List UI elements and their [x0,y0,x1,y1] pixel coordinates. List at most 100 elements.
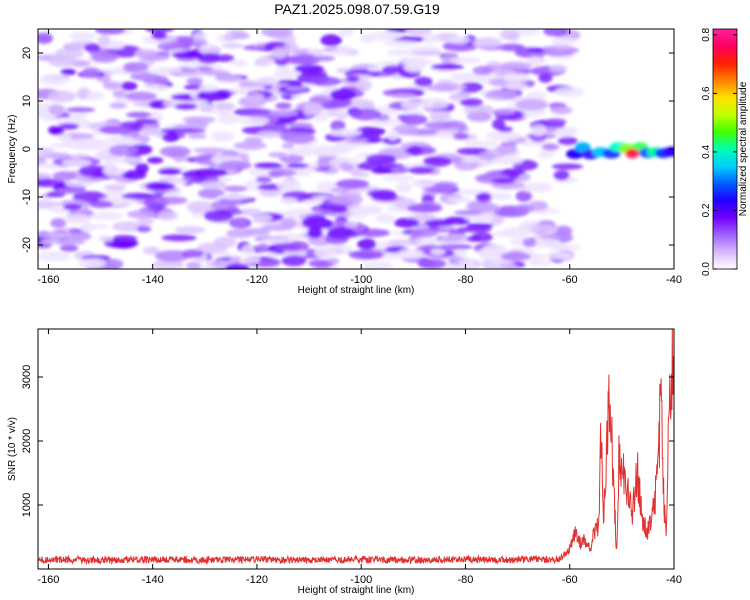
spectrogram-cell [544,252,573,260]
spectrogram-cell [491,192,512,201]
spectrogram-cell [314,116,328,123]
spectrogram-cell [466,235,482,242]
spectrogram-cell [123,62,149,72]
spectrogram-cell [192,31,208,42]
spectrogram-cell [125,111,152,118]
spectrogram-cell [103,42,125,50]
spectrogram-cell [546,243,582,251]
spectrogram-x-tick-label: -60 [562,274,578,286]
spectrogram-y-label: Frequency (Hz) [7,115,18,184]
colorbar-ticks: 0.0 0.2 0.4 0.6 0.8 [701,27,737,276]
spectrogram-cell [197,53,221,64]
spectrogram-cell [151,260,185,269]
spectrogram-x-label: Height of straight line (km) [298,285,415,296]
spectrogram-cell [557,136,578,145]
spectrogram-cell [124,91,158,101]
spectrogram-cell [326,228,354,240]
spectrogram-cell [107,156,144,164]
spectrogram-cell [253,214,273,222]
spectrogram-cell [471,37,502,48]
spectrogram-cell [142,78,170,84]
spectrogram-cell [435,131,454,137]
colorbar-label: Normalized spectral amplitude [738,81,749,216]
spectrogram-cell [499,61,532,71]
spectrogram-cell [472,140,500,147]
spectrogram-cell [446,197,472,203]
spectrogram-cell [130,72,161,81]
spectrogram-cell [419,97,449,110]
spectrogram-cell [88,211,124,220]
spectrogram-cell [81,67,101,78]
spectrogram-cell [405,29,432,36]
spectrogram-cell [477,106,493,113]
snr-panel: -160 -140 -120 -100 -80 -60 -40 1000 2000 3000 H… [7,328,682,596]
colorbar-tick-label: 0.4 [701,145,712,159]
spectrogram-cell [553,170,570,181]
spectrogram-cell [459,98,483,107]
spectrogram-cell [187,133,207,139]
spectrogram-cell [240,208,262,217]
spectrogram-cell [360,33,376,44]
spectrogram-y-tick-label: 10 [21,95,33,107]
spectrogram-cell [64,181,94,188]
spectrogram-cell [365,154,397,165]
spectrogram-cell [336,45,352,56]
spectrogram-cell [529,224,558,236]
spectrogram-cell [307,48,321,55]
colorbar-tick-label: 0.8 [701,27,712,41]
spectrogram-cell [214,102,236,110]
spectrogram-cell [268,152,288,158]
spectrogram-cell [284,208,313,219]
spectrogram-cell [174,226,206,234]
spectrogram-cell [515,190,532,202]
spectrogram-cell [39,74,71,86]
snr-frame [37,328,675,570]
spectrogram-cell [371,30,401,42]
spectrogram-cell [186,77,204,85]
spectrogram-cell [174,123,190,130]
spectrogram-cell [275,102,292,110]
spectrogram-cell [411,50,443,57]
spectrogram-cell [466,111,492,122]
spectrogram-cell [522,237,537,248]
spectrogram-cell [549,64,568,73]
snr-x-tick-label: -80 [458,574,474,586]
spectrogram-cell [112,234,137,243]
spectrogram-cell [384,40,418,47]
spectrogram-cell [324,85,339,92]
spectrogram-cell [551,163,584,170]
spectrogram-x-tick-label: -100 [350,274,372,286]
spectrogram-cell [285,86,307,92]
spectrogram-cell [50,218,67,229]
spectrogram-cell [63,203,83,211]
spectrogram-cell [303,102,324,114]
spectrogram-cell [98,125,132,135]
spectrogram-cell [174,128,206,134]
spectrogram-cell [254,56,275,67]
spectrogram-signal-cell [663,146,674,157]
spectrogram-cell [400,114,428,125]
spectrogram-cell [497,43,526,52]
spectrogram-cell [161,234,197,242]
spectrogram-cell [461,157,480,164]
spectrogram-cell [371,192,398,202]
spectrogram-cell [64,213,91,225]
spectrogram-cell [192,147,227,153]
snr-x-ticks: -160 -140 -120 -100 -80 -60 -40 [37,329,682,586]
spectrogram-cell [289,54,321,65]
snr-y-tick-label: 1000 [21,493,33,517]
spectrogram-cell [97,34,111,46]
spectrogram-cell [226,228,254,238]
spectrogram-y-tick-label: 0 [21,146,33,152]
spectrogram-cell [221,43,244,49]
spectrogram-cell [223,185,248,192]
spectrogram-cell [397,248,425,260]
spectrogram-cell [479,248,497,260]
spectrogram-cell [448,36,471,44]
spectrogram-cell [459,82,484,93]
spectrogram-cell [472,214,494,223]
spectrogram-cell [362,261,393,269]
snr-x-tick-label: -140 [142,574,164,586]
spectrogram-cell [255,176,272,183]
spectrogram-cell [512,29,541,36]
